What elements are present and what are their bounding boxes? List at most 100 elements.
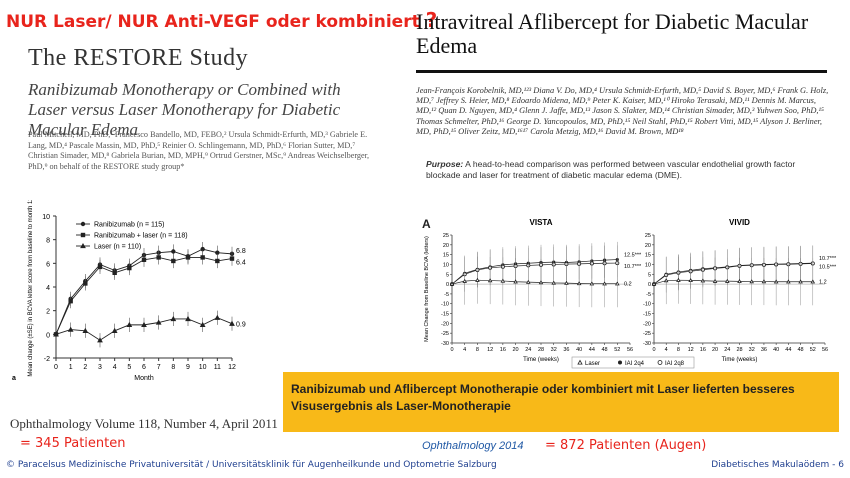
study-title: The RESTORE Study	[28, 45, 249, 71]
data-point	[663, 278, 669, 283]
legend-label: Laser	[585, 361, 600, 367]
x-tick-label: 16	[500, 347, 506, 353]
end-value-label: 10.5***	[819, 264, 837, 270]
x-tick-label: 52	[614, 347, 620, 353]
data-point	[798, 279, 803, 284]
data-point	[97, 264, 103, 270]
legend-label: IAI 2q4	[625, 361, 645, 367]
data-point	[688, 277, 693, 283]
x-tick-label: 4	[113, 364, 117, 371]
data-point	[564, 280, 569, 285]
y-tick-label: 25	[443, 233, 449, 239]
paper-title: Intravitreal Aflibercept for Diabetic Ma…	[416, 9, 809, 58]
y-tick-label: -25	[643, 331, 651, 337]
x-tick-label: 40	[576, 347, 582, 353]
data-point	[576, 281, 582, 286]
title-rule	[416, 70, 827, 73]
x-tick-label: 16	[700, 347, 706, 353]
journal-2014: Ophthalmology 2014	[422, 440, 524, 452]
y-tick-label: -20	[441, 321, 449, 327]
series-line	[653, 263, 813, 285]
y-axis-label: Mean change (±SE) in BCVA letter score f…	[28, 200, 34, 377]
y-tick-label: 2	[46, 309, 50, 316]
x-tick-label: 40	[773, 347, 779, 353]
data-point	[513, 279, 518, 284]
x-tick-label: 12	[487, 347, 493, 353]
x-tick-label: 8	[171, 364, 175, 371]
patient-count-right: = 872 Patienten (Augen)	[545, 438, 707, 453]
y-tick-label: 15	[645, 253, 651, 259]
x-tick-label: 1	[69, 364, 73, 371]
data-point	[214, 314, 221, 320]
panel-label: A	[422, 217, 431, 231]
x-tick-label: 44	[785, 347, 791, 353]
data-point	[127, 265, 132, 271]
data-point	[199, 321, 206, 328]
data-point	[215, 258, 220, 264]
y-axis-label: Mean Change from Baseline BCVA (letters)	[424, 236, 430, 342]
y-tick-label: 15	[443, 253, 449, 259]
data-point	[141, 257, 147, 262]
data-point	[761, 279, 767, 284]
data-point	[185, 255, 191, 260]
legend-marker	[80, 232, 86, 238]
x-tick-label: 12	[688, 347, 694, 353]
x-tick-label: 5	[127, 364, 131, 371]
y-tick-label: 8	[46, 238, 50, 245]
data-point	[97, 337, 103, 343]
y-tick-label: 4	[46, 285, 50, 292]
y-tick-label: 10	[645, 262, 651, 268]
data-point	[449, 281, 455, 286]
y-tick-label: 6	[46, 261, 50, 268]
data-point	[82, 327, 89, 333]
data-point	[215, 250, 220, 255]
footer-left: © Paracelsus Medizinische Privatuniversi…	[6, 460, 497, 470]
data-point	[551, 280, 556, 285]
x-tick-label: 56	[627, 347, 633, 353]
end-value-label: 12.5***	[624, 253, 642, 259]
data-point	[68, 299, 73, 304]
x-tick-label: 20	[712, 347, 718, 353]
x-tick-label: 36	[761, 347, 767, 353]
series-line	[653, 262, 813, 285]
conclusion-text: Ranibizumab und Aflibercept Monotherapie…	[291, 382, 795, 413]
data-point	[749, 279, 754, 284]
x-tick-label: 24	[724, 347, 730, 353]
x-tick-label: 2	[83, 364, 87, 371]
conclusion-box: Ranibizumab und Aflibercept Monotherapie…	[283, 372, 839, 432]
data-point	[170, 315, 177, 322]
x-tick-label: 8	[677, 347, 680, 353]
data-point	[615, 281, 620, 286]
end-value-label: 0.9	[236, 322, 246, 329]
data-point	[773, 279, 779, 284]
study-subtitle: Ranibizumab Monotherapy or Combined with…	[28, 80, 341, 139]
data-point	[700, 278, 706, 283]
x-axis-label: Time (weeks)	[523, 357, 559, 363]
chart-title: VIVID	[729, 218, 750, 227]
series-line	[451, 279, 618, 285]
data-point	[526, 279, 531, 284]
data-point	[141, 321, 147, 328]
x-tick-label: 9	[186, 364, 190, 371]
data-point	[737, 278, 742, 284]
data-point	[111, 327, 118, 333]
slide-title: NUR Laser/ NUR Anti-VEGF oder kombiniert…	[6, 8, 438, 32]
series-line	[653, 279, 813, 285]
end-value-label: 1.2	[819, 280, 827, 286]
x-tick-label: 20	[513, 347, 519, 353]
x-tick-label: 7	[157, 364, 161, 371]
x-tick-label: 32	[551, 347, 557, 353]
x-tick-label: 36	[563, 347, 569, 353]
end-value-label: 6.8	[236, 248, 246, 255]
legend-label: IAI 2q8	[665, 361, 685, 367]
x-tick-label: 0	[450, 347, 453, 353]
data-point	[487, 278, 493, 283]
y-tick-label: 5	[446, 272, 449, 278]
y-tick-label: -2	[44, 356, 50, 363]
y-tick-label: 0	[446, 282, 449, 288]
data-point	[83, 281, 88, 286]
x-tick-label: 52	[810, 347, 816, 353]
y-tick-label: 10	[42, 214, 50, 221]
y-tick-label: -10	[441, 302, 449, 308]
